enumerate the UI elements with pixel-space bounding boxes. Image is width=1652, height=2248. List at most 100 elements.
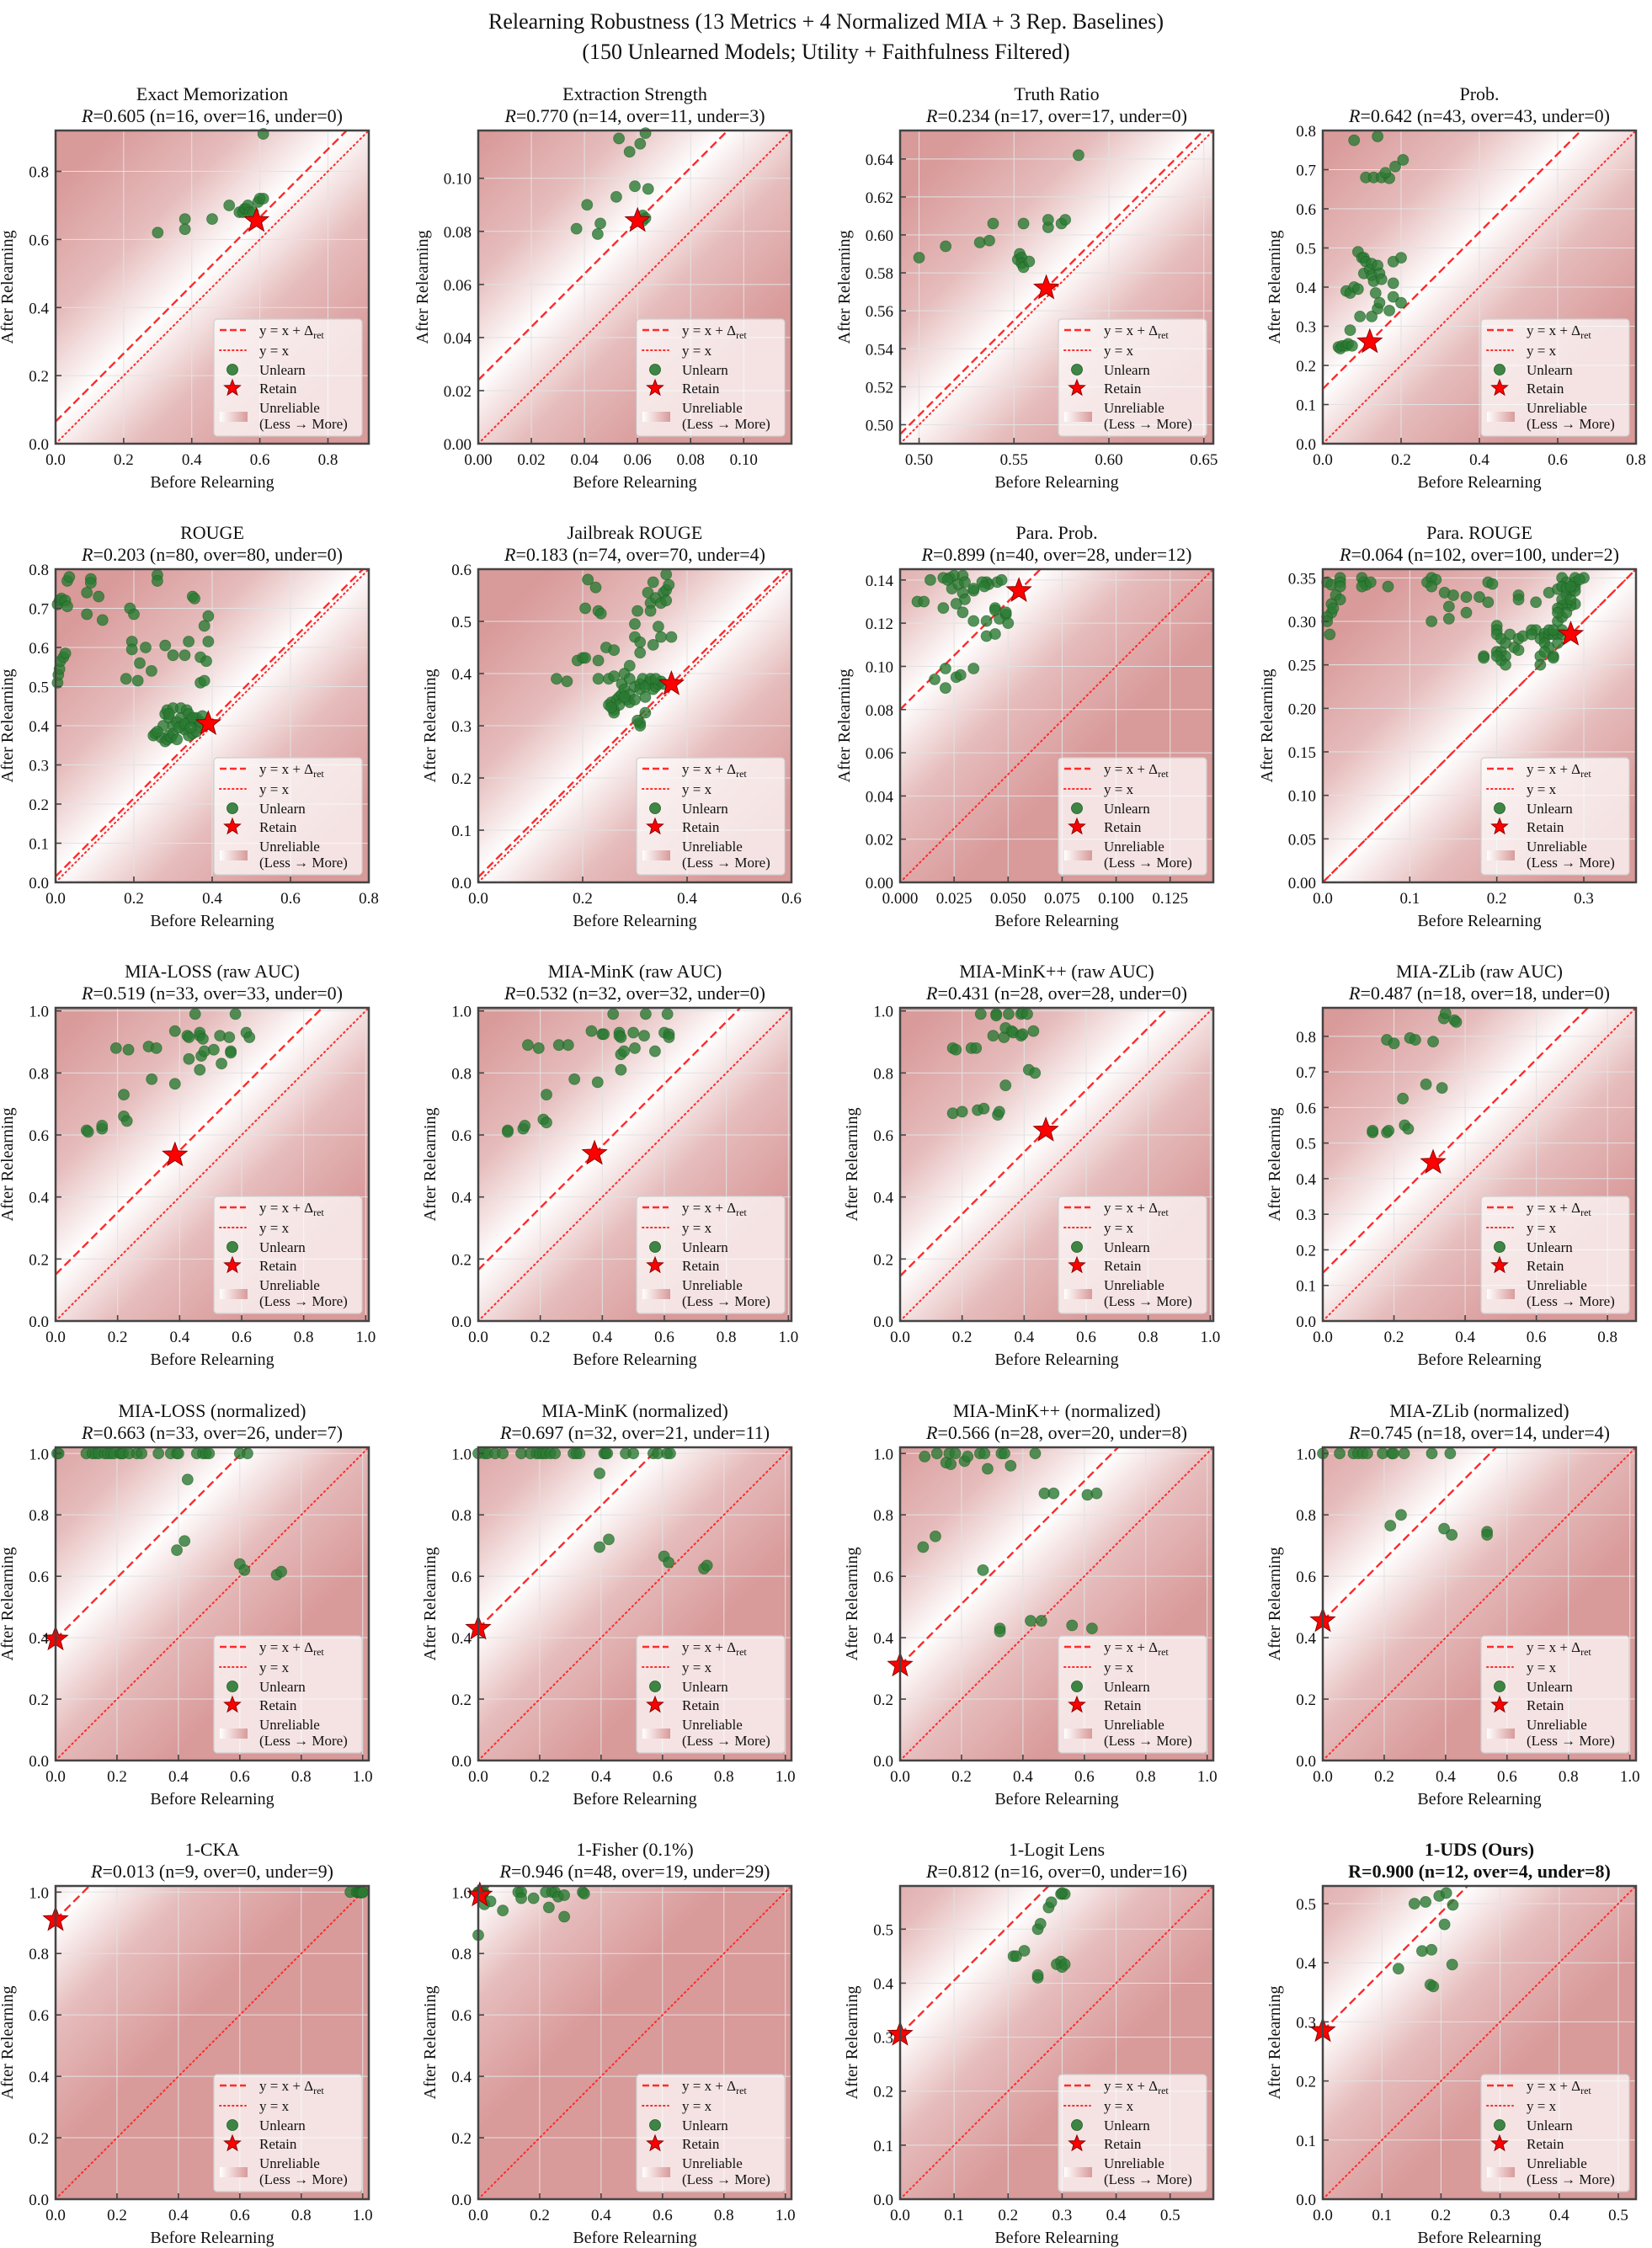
axes-frame bbox=[898, 1446, 1215, 1762]
unlearn-point bbox=[647, 639, 659, 651]
stat-symbol: R bbox=[499, 1861, 512, 1882]
legend-label-unlearn: Unlearn bbox=[259, 801, 306, 817]
subplot-stats: R=0.946 (n=48, over=19, under=29) bbox=[499, 1861, 770, 1882]
unlearn-point bbox=[206, 213, 218, 226]
axes-frame bbox=[54, 1884, 370, 2201]
unlearn-point bbox=[1361, 1447, 1373, 1460]
legend-shifted-text: y = x + Δ bbox=[682, 1200, 736, 1216]
x-tick-label: 0.6 bbox=[250, 451, 270, 469]
legend-label-unreliable-line1: Unreliable bbox=[682, 1277, 743, 1293]
y-tick-label: 0.6 bbox=[451, 2007, 472, 2025]
legend-shifted-subscript: ret bbox=[1580, 1207, 1591, 1218]
legend-label-identity-line: y = x bbox=[682, 781, 712, 797]
unlearn-point bbox=[605, 701, 617, 714]
unlearn-point bbox=[134, 657, 146, 669]
legend-unreliable-swatch bbox=[1064, 412, 1092, 422]
retain-star bbox=[1420, 1148, 1447, 1175]
legend-label-retain: Retain bbox=[259, 381, 297, 397]
x-axis-label: Before Relearning bbox=[573, 473, 696, 492]
retain-shifted-line bbox=[478, 569, 787, 878]
unlearn-point bbox=[999, 606, 1012, 619]
unlearn-point bbox=[1373, 296, 1386, 309]
y-tick-label: 0.0 bbox=[451, 1753, 472, 1771]
unlearn-point bbox=[1348, 134, 1361, 146]
x-tick-label: 0.4 bbox=[1549, 2207, 1569, 2224]
legend-unreliable-swatch bbox=[220, 412, 248, 422]
legend-label-unreliable-line2: (Less → More) bbox=[259, 416, 348, 432]
legend-shifted-subscript: ret bbox=[1158, 329, 1169, 341]
legend: y = x + Δret y = x Unlearn Retain Unreliable… bbox=[636, 1196, 786, 1314]
legend-label-identity-line: y = x bbox=[1104, 343, 1134, 359]
y-tick-label: 0.04 bbox=[444, 330, 472, 348]
legend-label-shifted-line: y = x + Δret bbox=[259, 1639, 324, 1658]
unlearn-point bbox=[1547, 652, 1559, 664]
x-axis-label: Before Relearning bbox=[573, 912, 696, 930]
unlearn-point bbox=[644, 605, 657, 617]
unlearn-point bbox=[558, 1889, 571, 1901]
unlearn-point bbox=[1364, 576, 1377, 589]
x-tick-label: 0.2 bbox=[108, 1329, 128, 1346]
unlearn-point bbox=[1408, 1898, 1420, 1910]
legend-label-unreliable-line1: Unreliable bbox=[259, 1277, 320, 1293]
x-tick-label: 1.0 bbox=[355, 1329, 376, 1346]
y-tick-label: 0.52 bbox=[866, 379, 893, 397]
x-axis-label: Before Relearning bbox=[1417, 1790, 1541, 1809]
stat-values: =0.487 (n=18, over=18, under=0) bbox=[1360, 983, 1609, 1004]
unlearn-point bbox=[1383, 1124, 1395, 1137]
unlearn-point bbox=[146, 1073, 158, 1085]
legend-box bbox=[1480, 757, 1630, 876]
unlearn-point bbox=[1023, 255, 1036, 268]
y-tick-label: 0.4 bbox=[29, 1630, 49, 1648]
identity-line bbox=[1323, 1886, 1636, 2199]
legend-retain-star-icon bbox=[646, 817, 664, 835]
unlearn-point bbox=[954, 669, 967, 681]
legend-label-unreliable-line1: Unreliable bbox=[1527, 1277, 1587, 1293]
unlearn-point bbox=[970, 1041, 983, 1054]
subplot-stats: R=0.663 (n=33, over=26, under=7) bbox=[81, 1422, 343, 1443]
unlearn-point bbox=[1056, 1887, 1068, 1899]
axes-frame bbox=[54, 1006, 370, 1323]
y-tick-label: 0.8 bbox=[29, 1507, 49, 1525]
unlearn-point bbox=[541, 1116, 552, 1129]
legend-retain-star-icon bbox=[223, 1255, 242, 1274]
legend-unreliable-swatch bbox=[1487, 2167, 1515, 2177]
unlearn-point bbox=[1003, 1008, 1015, 1020]
x-tick-label: 0.8 bbox=[714, 1768, 734, 1786]
unlearn-point bbox=[1090, 1487, 1103, 1500]
x-tick-label: 0.4 bbox=[1106, 2207, 1127, 2224]
axes-frame bbox=[1321, 1884, 1638, 2201]
legend-unreliable-swatch bbox=[220, 2167, 248, 2177]
subplot-mia-zlib-raw-auc: 0.0 0.2 0.4 0.6 0.8 0.0 0.1 0.2 0.3 0.4 0.5 0.6 0.7 0… bbox=[1266, 961, 1638, 1369]
unlearn-point bbox=[1438, 1918, 1451, 1931]
y-tick-label: 0.2 bbox=[873, 1691, 893, 1709]
retain-shifted-line bbox=[900, 131, 1205, 435]
unlearn-point bbox=[558, 1910, 571, 1923]
unlearn-point bbox=[663, 578, 675, 591]
y-tick-label: 0.4 bbox=[1296, 280, 1316, 297]
unlearn-point bbox=[179, 649, 191, 662]
unlearn-point bbox=[1440, 1887, 1452, 1899]
legend-label-unlearn: Unlearn bbox=[682, 1679, 728, 1695]
legend-label-unlearn: Unlearn bbox=[682, 1239, 728, 1255]
y-tick-label: 0.6 bbox=[29, 232, 49, 249]
legend-shifted-subscript: ret bbox=[1158, 2085, 1169, 2096]
legend-unlearn-marker-icon bbox=[649, 1681, 661, 1692]
x-tick-label: 1.0 bbox=[775, 1768, 796, 1786]
unlearn-point bbox=[618, 691, 631, 703]
legend-label-unreliable-line1: Unreliable bbox=[1104, 839, 1164, 855]
unlearn-point bbox=[1436, 1082, 1448, 1095]
unlearn-point bbox=[589, 581, 602, 594]
unlearn-point bbox=[1473, 591, 1485, 603]
legend-unlearn-marker-icon bbox=[649, 2119, 661, 2131]
unlearn-point bbox=[109, 1041, 122, 1054]
legend-shifted-text: y = x + Δ bbox=[1104, 761, 1158, 777]
unlearn-point bbox=[146, 665, 157, 677]
legend-unreliable-swatch bbox=[642, 850, 670, 860]
y-tick-label: 1.0 bbox=[451, 1884, 472, 1902]
unlearn-point bbox=[1392, 1963, 1404, 1975]
legend-label-identity-line: y = x bbox=[259, 1659, 290, 1675]
unlearn-point bbox=[977, 1563, 989, 1576]
legend-label-unreliable-line1: Unreliable bbox=[682, 839, 743, 855]
legend-unreliable-swatch bbox=[220, 1729, 248, 1739]
axes-frame bbox=[477, 1006, 793, 1323]
